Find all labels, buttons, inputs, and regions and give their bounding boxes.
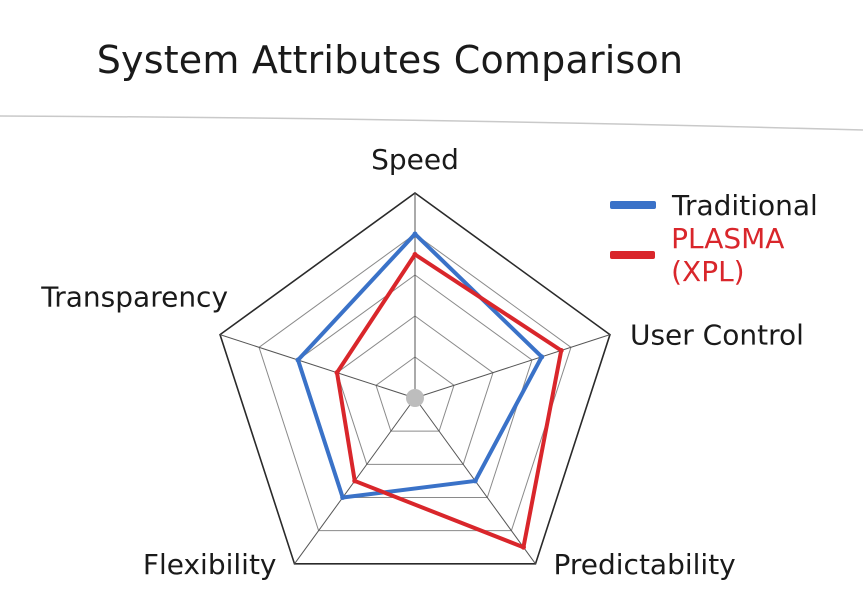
spoke-transparency [219,334,416,399]
axis-label-user-control: User Control [630,319,804,352]
grid-ring-4 [258,233,572,532]
legend-item-traditional: Traditional [610,180,863,230]
data-point-plasma-speed [412,252,418,257]
data-point-traditional-user-control [539,354,545,360]
data-point-plasma-user-control [558,347,564,353]
data-point-plasma-predictability [520,544,526,550]
radar-grid [219,192,611,565]
axis-labels: Speed User Control Predictability Flexibili… [40,143,804,581]
spoke-user-control [414,334,611,399]
axis-label-flexibility: Flexibility [143,548,277,581]
axis-label-transparency: Transparency [40,281,228,314]
legend-item-plasma: PLASMA (XPL) [610,222,863,288]
legend-swatch-traditional [610,201,656,209]
center-hub [406,389,424,407]
chart-title: System Attributes Comparison [96,38,684,82]
data-point-traditional-speed [412,231,418,237]
axis-label-speed: Speed [371,143,459,176]
radar-series [295,231,564,550]
title-divider [0,115,863,131]
grid-ring-1 [375,356,455,432]
data-point-traditional-predictability [472,478,478,484]
data-point-traditional-transparency [295,357,301,363]
grid-ring-3 [297,274,533,499]
legend-label-traditional: Traditional [672,188,818,222]
axis-label-predictability: Predictability [553,548,735,581]
data-point-traditional-flexibility [340,495,346,501]
grid-ring-2 [336,315,494,465]
series-line-plasma [335,252,564,550]
series-line-traditional [296,232,544,500]
legend-swatch-plasma [610,251,656,259]
data-point-plasma-flexibility [352,478,358,484]
data-point-plasma-transparency [334,370,340,376]
legend: Traditional PLASMA (XPL) [610,180,863,288]
legend-label-plasma: PLASMA (XPL) [671,222,785,288]
grid-ring-5 [219,192,611,565]
